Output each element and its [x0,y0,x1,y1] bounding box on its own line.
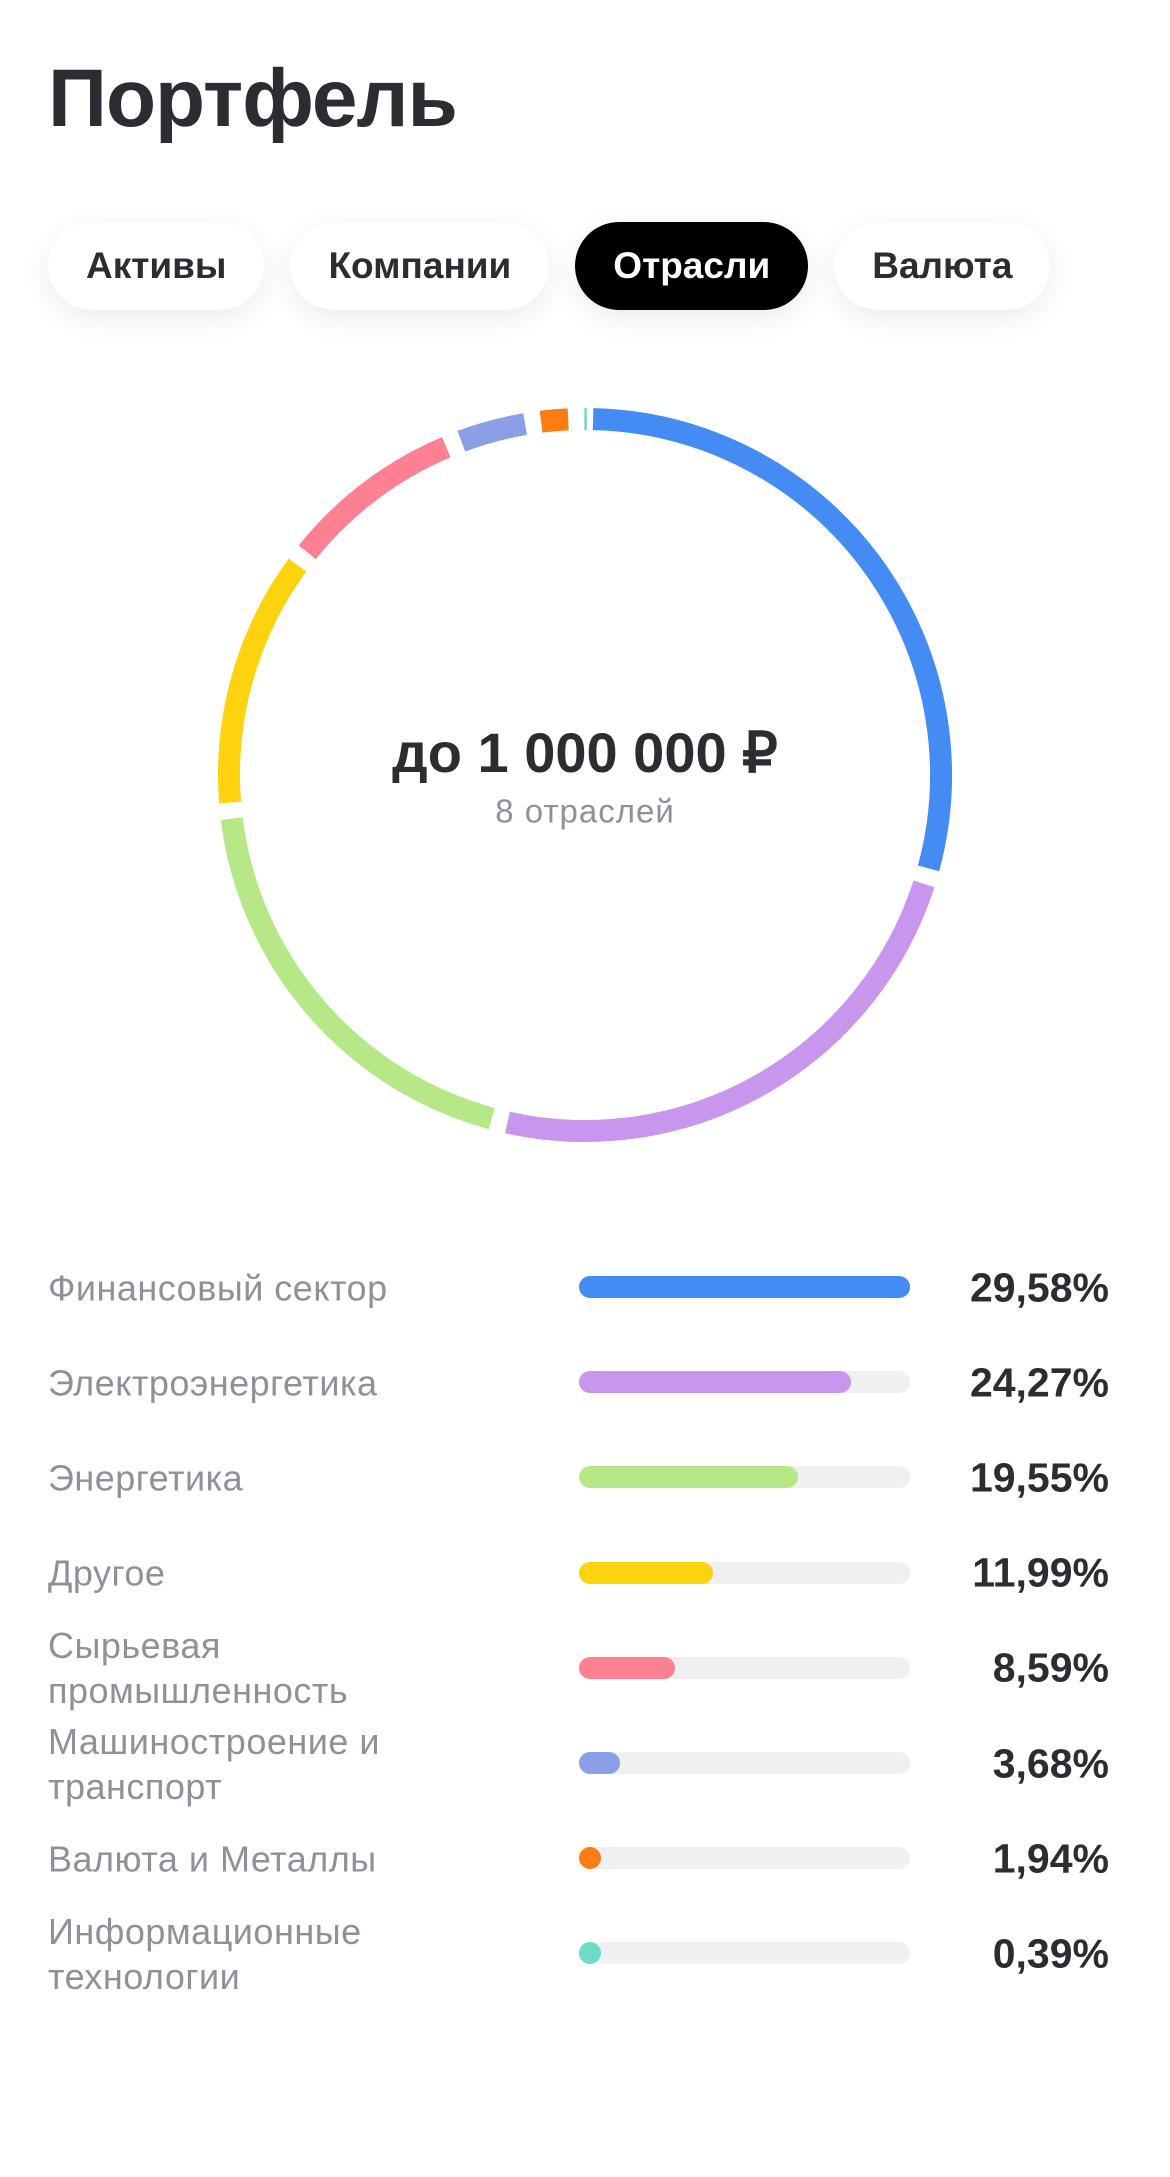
bar-track [579,1276,910,1298]
bar-track [579,1847,910,1870]
bar-track [579,1371,910,1394]
bar-track [579,1561,910,1584]
donut-segment [505,880,935,1142]
category-label: Финансовый сектор [48,1267,388,1308]
value-label: 3,68% [992,1740,1109,1786]
bar [579,1752,621,1774]
tab[interactable]: Отрасли [575,222,809,310]
donut-segment [457,413,528,452]
legend-row: Электроэнергетика 24,27% [48,1335,1118,1430]
value-label: 24,27% [969,1359,1109,1406]
legend-row: Сырьевая промышленность 8,59% [48,1621,1118,1716]
value-label: 8,59% [992,1644,1109,1691]
value-label: 11,99% [972,1549,1109,1596]
legend-row: Машиностроение и транспорт 3,68% [48,1716,1118,1811]
bar [579,1466,798,1489]
value-label: 0,39% [992,1930,1109,1977]
bar-track [579,1466,910,1489]
bar [579,1942,601,1965]
category-label: Информационные технологии [48,1910,362,1997]
legend-row: Другое 11,99% [48,1526,1118,1621]
value-label: 1,94% [992,1835,1109,1882]
value-label: 29,58% [969,1264,1109,1310]
bar-track [579,1656,910,1679]
tab[interactable]: Активы [48,222,265,310]
category-label: Машиностроение и транспорт [48,1720,380,1807]
center-subtitle: 8 отраслей [495,793,675,830]
category-label: Энергетика [48,1457,244,1499]
category-label: Валюта и Металлы [48,1838,377,1880]
bar-track [579,1942,910,1965]
value-label: 19,55% [969,1454,1109,1501]
bar [579,1276,910,1298]
donut-chart: до 1 000 000 ₽ 8 отраслей [218,408,952,1142]
category-label: Другое [48,1552,166,1594]
page-title: Портфель [48,53,458,144]
tab-bar: Активы Компании Отрасли Валюта [48,222,1051,310]
center-title: до 1 000 000 ₽ [392,721,778,784]
bar [579,1656,676,1679]
legend-row: Валюта и Металлы 1,94% [48,1811,1118,1906]
category-label: Электроэнергетика [48,1362,378,1404]
bar [579,1561,714,1584]
bar [579,1847,601,1870]
tab[interactable]: Компании [290,222,550,310]
donut-segment [218,558,307,804]
legend-row: Финансовый сектор 29,58% [48,1240,1118,1335]
bar-track [579,1752,910,1774]
category-label: Сырьевая промышленность [48,1625,349,1712]
donut-segment [298,437,451,560]
donut-segment [592,408,952,872]
donut-segment [539,408,569,433]
donut-segment [220,817,495,1130]
legend-row: Информационные технологии 0,39% [48,1906,1118,2001]
legend-row: Энергетика 19,55% [48,1430,1118,1525]
bar [579,1371,851,1394]
tab[interactable]: Валюта [834,222,1051,310]
